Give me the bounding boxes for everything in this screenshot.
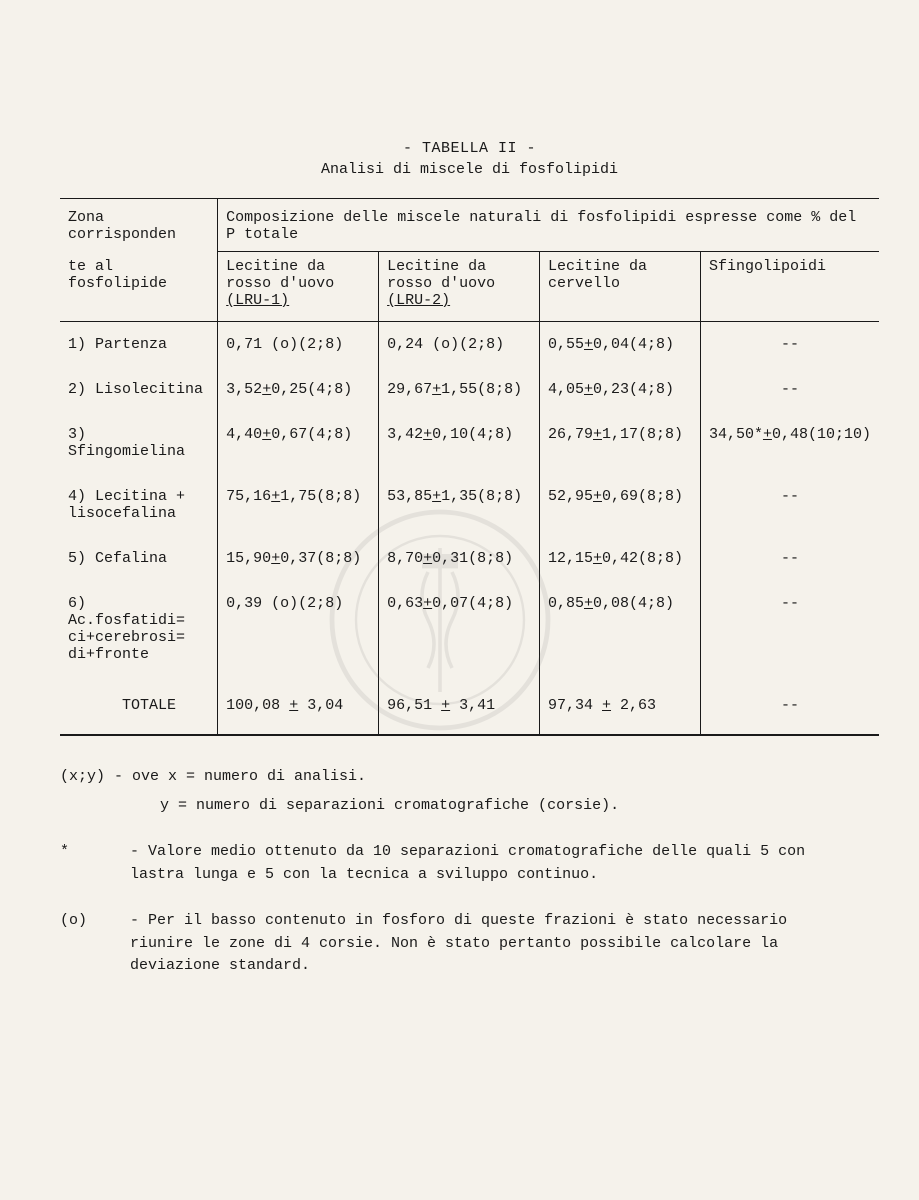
cell: -- — [700, 322, 879, 368]
row-label: 4) Lecitina + lisocefalina — [60, 474, 218, 536]
cell: 15,90+0,37(8;8) — [218, 536, 379, 581]
table-row: 3) Sfingomielina 4,40+0,67(4;8) 3,42+0,1… — [60, 412, 879, 474]
cell: 3,42+0,10(4;8) — [379, 412, 540, 474]
table-bottom-border — [60, 735, 879, 736]
col-header-2: Lecitine da rosso d'uovo (LRU-2) — [379, 252, 540, 322]
corner-header-bottom: te al fosfolipide — [60, 252, 218, 322]
cell: 29,67+1,55(8;8) — [379, 367, 540, 412]
cell: 4,05+0,23(4;8) — [539, 367, 700, 412]
table-title: Analisi di miscele di fosfolipidi — [60, 161, 879, 178]
corner-header-top: Zona corrisponden — [60, 199, 218, 252]
footnote-body: - Per il basso contenuto in fosforo di q… — [130, 910, 849, 978]
table-row: 1) Partenza 0,71 (o)(2;8) 0,24 (o)(2;8) … — [60, 322, 879, 368]
row-label: 5) Cefalina — [60, 536, 218, 581]
cell: 8,70+0,31(8;8) — [379, 536, 540, 581]
col-header-4: Sfingolipoidi — [700, 252, 879, 322]
cell: -- — [700, 581, 879, 677]
cell: 4,40+0,67(4;8) — [218, 412, 379, 474]
total-cell: 100,08 + 3,04 — [218, 677, 379, 735]
table-row: 2) Lisolecitina 3,52+0,25(4;8) 29,67+1,5… — [60, 367, 879, 412]
data-table: Zona corrisponden Composizione delle mis… — [60, 198, 879, 736]
table-subheader-row: te al fosfolipide Lecitine da rosso d'uo… — [60, 252, 879, 322]
title-block: - TABELLA II - Analisi di miscele di fos… — [60, 140, 879, 178]
cell: 52,95+0,69(8;8) — [539, 474, 700, 536]
footnote-marker: * — [60, 841, 130, 886]
footnote-marker: (o) — [60, 910, 130, 978]
col-header-1: Lecitine da rosso d'uovo (LRU-1) — [218, 252, 379, 322]
table-header-row: Zona corrisponden Composizione delle mis… — [60, 199, 879, 252]
footnote-star: * - Valore medio ottenuto da 10 separazi… — [60, 841, 849, 886]
table-row: 4) Lecitina + lisocefalina 75,16+1,75(8;… — [60, 474, 879, 536]
row-label: 2) Lisolecitina — [60, 367, 218, 412]
table-row: 5) Cefalina 15,90+0,37(8;8) 8,70+0,31(8;… — [60, 536, 879, 581]
cell: 34,50*+0,48(10;10) — [700, 412, 879, 474]
footnote-body: - Valore medio ottenuto da 10 separazion… — [130, 841, 849, 886]
row-label: 3) Sfingomielina — [60, 412, 218, 474]
cell: 0,24 (o)(2;8) — [379, 322, 540, 368]
cell: -- — [700, 367, 879, 412]
footnote-xy-sub: y = numero di separazioni cromatografich… — [160, 795, 849, 818]
cell: 3,52+0,25(4;8) — [218, 367, 379, 412]
cell: 0,85+0,08(4;8) — [539, 581, 700, 677]
document-page: - TABELLA II - Analisi di miscele di fos… — [0, 0, 919, 1042]
spanning-header: Composizione delle miscele naturali di f… — [218, 199, 879, 252]
col-header-3: Lecitine da cervello — [539, 252, 700, 322]
cell: 0,63+0,07(4;8) — [379, 581, 540, 677]
table-number: - TABELLA II - — [60, 140, 879, 157]
cell: 75,16+1,75(8;8) — [218, 474, 379, 536]
footnote-o: (o) - Per il basso contenuto in fosforo … — [60, 910, 849, 978]
cell: 0,39 (o)(2;8) — [218, 581, 379, 677]
total-cell: 96,51 + 3,41 — [379, 677, 540, 735]
footnotes: (x;y) - ove x = numero di analisi. y = n… — [60, 766, 879, 978]
total-cell: 97,34 + 2,63 — [539, 677, 700, 735]
table-row: 6) Ac.fosfatidi= ci+cerebrosi= di+fronte… — [60, 581, 879, 677]
cell: -- — [700, 474, 879, 536]
table-total-row: TOTALE 100,08 + 3,04 96,51 + 3,41 97,34 … — [60, 677, 879, 735]
cell: 26,79+1,17(8;8) — [539, 412, 700, 474]
row-label: 6) Ac.fosfatidi= ci+cerebrosi= di+fronte — [60, 581, 218, 677]
total-label: TOTALE — [60, 677, 218, 735]
total-cell: -- — [700, 677, 879, 735]
footnote-xy: (x;y) - ove x = numero di analisi. — [60, 766, 849, 789]
cell: -- — [700, 536, 879, 581]
cell: 12,15+0,42(8;8) — [539, 536, 700, 581]
cell: 53,85+1,35(8;8) — [379, 474, 540, 536]
cell: 0,55+0,04(4;8) — [539, 322, 700, 368]
row-label: 1) Partenza — [60, 322, 218, 368]
cell: 0,71 (o)(2;8) — [218, 322, 379, 368]
